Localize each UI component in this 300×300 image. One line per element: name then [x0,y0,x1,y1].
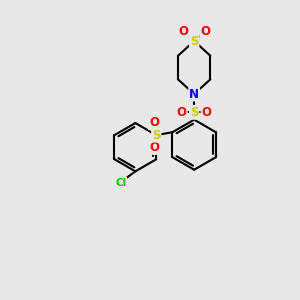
Text: Cl: Cl [115,178,126,188]
Text: N: N [189,88,199,100]
Text: O: O [200,25,210,38]
Text: O: O [202,106,212,119]
Text: S: S [152,129,160,142]
Text: S: S [190,34,198,48]
Text: O: O [149,116,159,129]
Text: O: O [177,106,187,119]
Text: O: O [149,141,159,154]
Text: S: S [190,106,198,119]
Text: O: O [178,25,188,38]
